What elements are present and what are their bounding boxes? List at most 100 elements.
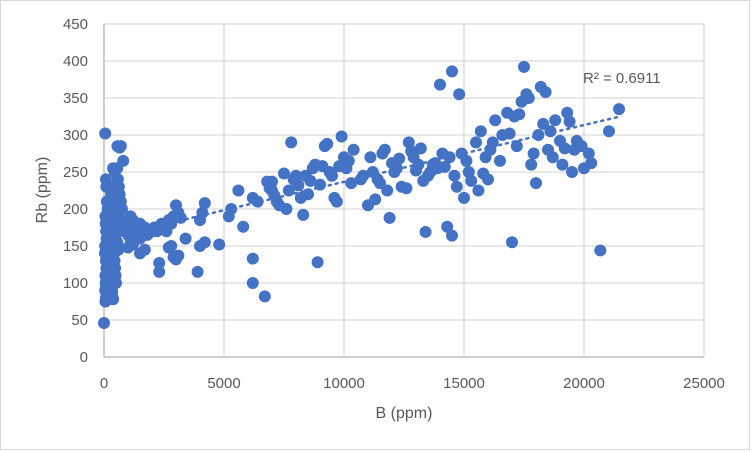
x-axis-tick-labels: 0 5000 10000 15000 20000 25000 xyxy=(100,375,725,392)
data-point xyxy=(458,191,470,204)
data-point xyxy=(278,167,290,180)
data-point xyxy=(393,152,406,165)
data-point xyxy=(489,114,502,127)
data-point xyxy=(537,117,550,130)
x-tick-label: 5000 xyxy=(207,375,240,392)
y-tick-label: 0 xyxy=(80,349,88,366)
data-point xyxy=(556,158,569,171)
data-point xyxy=(179,232,192,245)
y-tick-label: 400 xyxy=(63,53,88,70)
data-point xyxy=(292,179,305,192)
data-point xyxy=(198,236,211,249)
data-point xyxy=(311,256,324,269)
data-point xyxy=(434,78,446,91)
y-tick-label: 300 xyxy=(63,127,88,144)
data-point xyxy=(582,147,595,160)
x-axis-title: B (ppm) xyxy=(376,405,433,422)
data-point xyxy=(285,136,298,149)
data-point xyxy=(518,60,530,73)
y-axis-tick-labels: 0 50 100 150 200 250 300 350 400 450 xyxy=(63,16,88,366)
data-point xyxy=(414,142,427,155)
y-tick-label: 200 xyxy=(63,201,88,218)
data-point xyxy=(602,125,615,138)
data-point xyxy=(381,184,394,197)
y-axis-title: Rb (ppm) xyxy=(34,157,51,224)
data-point xyxy=(465,174,478,187)
data-point xyxy=(438,160,451,173)
data-point xyxy=(342,154,355,167)
x-tick-label: 10000 xyxy=(323,375,365,392)
data-point xyxy=(290,169,302,182)
y-tick-label: 100 xyxy=(63,275,88,292)
data-point xyxy=(549,114,562,127)
data-point xyxy=(98,316,110,329)
data-point xyxy=(112,243,125,256)
data-point xyxy=(494,154,506,167)
data-point xyxy=(369,193,382,206)
data-point xyxy=(506,236,518,249)
gridlines xyxy=(104,23,705,357)
data-point xyxy=(108,180,121,193)
data-point xyxy=(246,277,259,289)
data-point xyxy=(126,238,139,251)
data-point xyxy=(335,130,348,143)
data-point xyxy=(546,151,559,164)
data-point xyxy=(330,195,343,208)
data-point xyxy=(117,154,130,167)
data-point xyxy=(470,136,482,149)
data-point xyxy=(453,88,466,101)
x-tick-label: 0 xyxy=(100,375,108,392)
data-point xyxy=(441,220,454,233)
data-point xyxy=(251,195,264,208)
y-tick-label: 250 xyxy=(63,164,88,181)
data-point xyxy=(474,125,487,138)
data-point xyxy=(280,203,293,215)
y-tick-label: 150 xyxy=(63,238,88,255)
data-point xyxy=(503,127,516,140)
data-point xyxy=(482,173,494,186)
data-point xyxy=(110,277,122,289)
data-point xyxy=(448,169,461,182)
data-point xyxy=(446,65,458,78)
data-point xyxy=(575,140,588,153)
data-point xyxy=(486,136,499,149)
x-tick-label: 15000 xyxy=(443,375,485,392)
trendline xyxy=(102,115,622,240)
y-tick-label: 450 xyxy=(63,16,88,33)
data-point xyxy=(558,142,571,155)
data-point xyxy=(513,108,526,121)
data-point xyxy=(246,252,259,265)
data-points xyxy=(98,60,626,329)
data-point xyxy=(364,151,377,164)
data-point xyxy=(539,86,552,99)
data-point xyxy=(419,225,432,238)
x-tick-label: 20000 xyxy=(563,375,605,392)
data-point xyxy=(525,158,538,171)
data-point xyxy=(297,208,310,221)
data-point xyxy=(304,174,317,187)
data-point xyxy=(321,137,334,150)
data-point xyxy=(172,249,185,262)
data-point xyxy=(213,238,226,251)
data-point xyxy=(532,129,545,141)
data-point xyxy=(165,240,178,252)
x-tick-label: 25000 xyxy=(683,375,725,392)
data-point xyxy=(174,211,187,224)
data-point xyxy=(225,203,238,215)
data-point xyxy=(522,92,535,104)
data-point xyxy=(530,177,542,190)
data-point xyxy=(107,293,120,306)
data-point xyxy=(383,211,396,224)
data-point xyxy=(450,180,463,193)
data-point xyxy=(326,169,338,182)
data-point xyxy=(613,103,626,116)
data-point xyxy=(460,154,473,167)
data-point xyxy=(594,244,607,257)
data-point xyxy=(443,151,456,164)
data-point xyxy=(374,177,386,190)
data-point xyxy=(237,220,250,233)
data-point xyxy=(198,197,211,210)
data-point xyxy=(527,147,540,160)
y-tick-label: 50 xyxy=(71,312,88,329)
